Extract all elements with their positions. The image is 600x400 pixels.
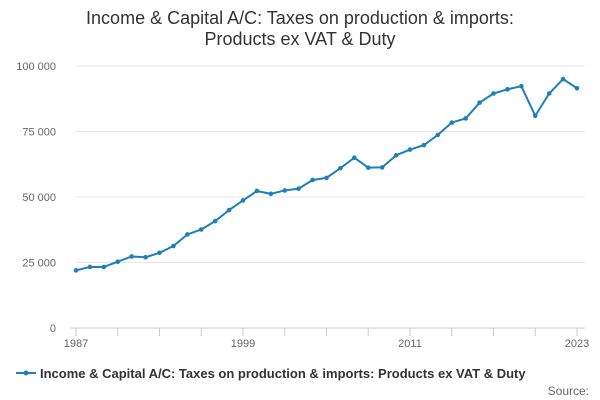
data-point[interactable] bbox=[505, 87, 510, 92]
data-point[interactable] bbox=[574, 85, 580, 91]
data-point[interactable] bbox=[352, 155, 357, 160]
data-point[interactable] bbox=[115, 259, 121, 265]
chart-title-line-1: Income & Capital A/C: Taxes on productio… bbox=[86, 8, 514, 28]
data-point[interactable] bbox=[254, 188, 260, 194]
y-tick-label: 0 bbox=[50, 323, 56, 335]
legend-marker-symbol bbox=[23, 370, 29, 376]
data-point[interactable] bbox=[435, 132, 441, 138]
data-point[interactable] bbox=[477, 100, 482, 105]
data-point[interactable] bbox=[171, 243, 176, 249]
y-tick-label: 75 000 bbox=[22, 127, 56, 139]
data-point[interactable] bbox=[491, 91, 496, 96]
data-point[interactable] bbox=[143, 254, 148, 260]
y-tick-label: 25 000 bbox=[22, 258, 56, 270]
data-point[interactable] bbox=[296, 186, 301, 191]
data-point[interactable] bbox=[532, 113, 538, 119]
data-point[interactable] bbox=[157, 250, 162, 256]
data-point[interactable] bbox=[268, 191, 274, 197]
data-point[interactable] bbox=[546, 91, 552, 96]
data-point[interactable] bbox=[324, 175, 329, 181]
y-tick-label: 100 000 bbox=[16, 61, 56, 73]
data-point[interactable] bbox=[519, 83, 524, 89]
series-line bbox=[75, 78, 578, 272]
legend-label: Income & Capital A/C: Taxes on productio… bbox=[40, 366, 526, 381]
y-tick-label: 50 000 bbox=[22, 192, 56, 204]
data-point[interactable] bbox=[282, 188, 288, 193]
x-tick-label: 1987 bbox=[64, 338, 88, 350]
data-point[interactable] bbox=[449, 120, 455, 125]
data-point[interactable] bbox=[129, 254, 134, 259]
source-label: Source: bbox=[548, 384, 589, 398]
x-tick-label: 1999 bbox=[231, 338, 255, 350]
data-point[interactable] bbox=[185, 232, 190, 237]
data-point[interactable] bbox=[101, 264, 107, 270]
data-point[interactable] bbox=[560, 76, 566, 82]
data-point[interactable] bbox=[407, 147, 413, 152]
x-axis-ticks: 1987 1999 2011 2023 bbox=[64, 328, 589, 350]
data-point[interactable] bbox=[212, 218, 218, 224]
data-point[interactable] bbox=[463, 116, 468, 121]
data-point[interactable] bbox=[226, 207, 232, 213]
data-point[interactable] bbox=[240, 198, 246, 203]
data-point[interactable] bbox=[379, 165, 385, 170]
legend[interactable]: Income & Capital A/C: Taxes on productio… bbox=[16, 366, 526, 381]
data-point[interactable] bbox=[338, 165, 343, 171]
y-gridlines bbox=[76, 65, 585, 263]
x-tick-label: 2011 bbox=[398, 338, 422, 350]
data-point[interactable] bbox=[310, 177, 315, 183]
data-point[interactable] bbox=[198, 227, 204, 232]
chart-title-line-2: Products ex VAT & Duty bbox=[204, 29, 395, 49]
data-point[interactable] bbox=[421, 142, 427, 148]
data-point[interactable] bbox=[393, 153, 399, 158]
data-point[interactable] bbox=[87, 264, 93, 270]
y-axis-tick-labels: 0 25 000 50 000 75 000 100 000 bbox=[16, 61, 56, 335]
data-point[interactable] bbox=[365, 165, 371, 170]
series-group bbox=[73, 76, 580, 273]
x-tick-label: 2023 bbox=[565, 338, 589, 350]
data-point[interactable] bbox=[73, 268, 79, 273]
